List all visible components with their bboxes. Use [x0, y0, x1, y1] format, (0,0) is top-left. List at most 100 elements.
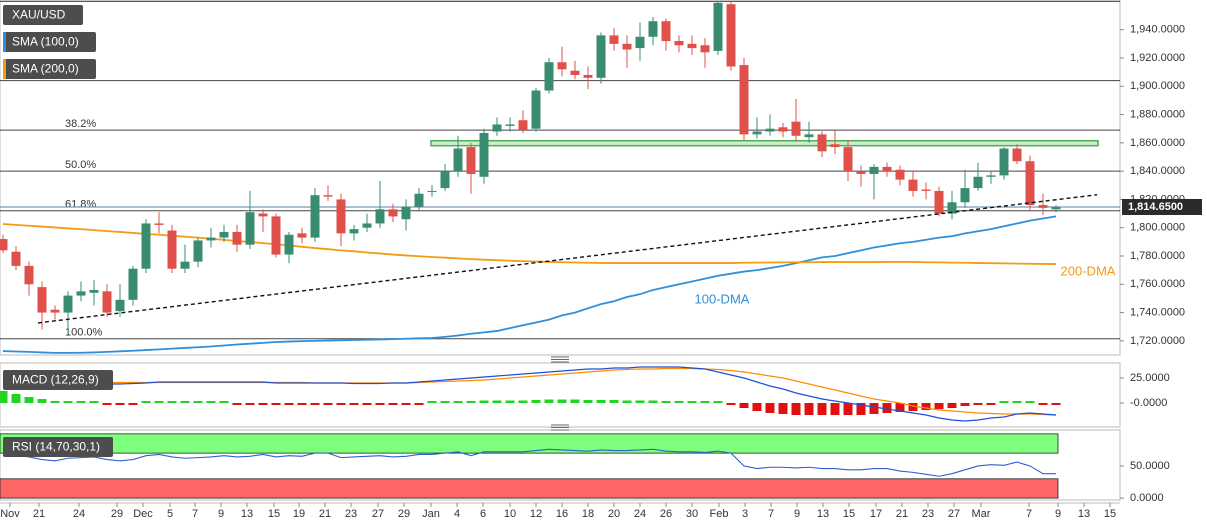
histogram-bar — [791, 403, 801, 415]
series-annotation: 200-DMA — [1061, 263, 1116, 278]
histogram-bar — [414, 403, 424, 405]
candle-body — [583, 74, 593, 78]
legend-swatch — [3, 32, 6, 52]
x-tick-label: 7 — [1026, 508, 1032, 520]
candle-body — [947, 202, 957, 214]
x-tick-label: 23 — [345, 508, 357, 520]
candle-body — [921, 189, 931, 191]
support-zone — [430, 139, 1099, 147]
histogram-bar — [856, 403, 866, 415]
moving-average-line — [2, 215, 1057, 354]
candle-body — [128, 268, 138, 300]
candle-body — [414, 193, 424, 207]
histogram-bar — [440, 401, 450, 403]
histogram-bar — [999, 401, 1009, 403]
histogram-bar — [63, 401, 73, 403]
x-tick-label: 13 — [817, 508, 829, 520]
x-tick-label: 18 — [582, 508, 594, 520]
histogram-bar — [674, 401, 684, 403]
candle-body — [908, 179, 918, 191]
candle-body — [11, 251, 21, 266]
y-tick-label: 1,720.0000 — [1130, 335, 1185, 347]
histogram-bar — [11, 394, 21, 403]
candle-body — [1012, 148, 1022, 162]
x-tick-label: Mar — [972, 508, 991, 520]
legend-label: SMA (100,0) — [12, 35, 79, 49]
candle-body — [830, 144, 840, 148]
candle-body — [401, 206, 411, 220]
histogram-bar — [154, 401, 164, 403]
x-tick-label: 7 — [768, 508, 774, 520]
histogram-bar — [206, 401, 216, 403]
candle-body — [895, 169, 905, 180]
x-tick-label: 15 — [843, 508, 855, 520]
candle-body — [479, 132, 489, 177]
candle-body — [37, 287, 47, 313]
legend-box — [3, 370, 113, 390]
candle-body — [960, 188, 970, 203]
histogram-bar — [531, 400, 541, 403]
candle-body — [180, 261, 190, 269]
histogram-bar — [466, 401, 476, 403]
legend-box — [3, 5, 83, 25]
legend-box — [3, 32, 96, 52]
histogram-bar — [258, 403, 268, 405]
x-tick-label: 17 — [870, 508, 882, 520]
x-tick-label: 9 — [794, 508, 800, 520]
candle-body — [791, 121, 801, 136]
y-tick-label: 1,860.0000 — [1130, 137, 1185, 149]
histogram-bar — [128, 403, 138, 405]
histogram-bar — [453, 401, 463, 403]
histogram-bar — [908, 403, 918, 411]
histogram-bar — [869, 403, 879, 414]
candle-body — [739, 65, 749, 135]
histogram-bar — [934, 403, 944, 409]
histogram-bar — [635, 400, 645, 403]
histogram-bar — [570, 399, 580, 403]
candle-body — [817, 134, 827, 152]
histogram-bar — [765, 403, 775, 413]
y-tick-label: 1,760.0000 — [1130, 278, 1185, 290]
candle-body — [141, 223, 151, 269]
candle-body — [76, 291, 86, 296]
histogram-bar — [245, 403, 255, 405]
candle-body — [50, 309, 60, 313]
x-tick-label: 27 — [372, 508, 384, 520]
moving-average-line — [2, 223, 1057, 265]
legend-swatch — [3, 59, 6, 79]
rsi-band — [0, 478, 1059, 499]
candle-body — [882, 166, 892, 172]
x-tick-label: 24 — [634, 508, 646, 520]
x-tick-label: 7 — [192, 508, 198, 520]
y-tick-label: 1,920.0000 — [1130, 52, 1185, 64]
candle-body — [518, 120, 528, 131]
x-tick-label: Jan — [422, 508, 440, 520]
rsi-line — [2, 448, 1056, 477]
candle-body — [336, 199, 346, 234]
histogram-bar — [271, 403, 281, 405]
histogram-bar — [843, 403, 853, 415]
histogram-bar — [89, 401, 99, 403]
histogram-bar — [1012, 401, 1022, 403]
candle-body — [245, 212, 255, 245]
panel-handle[interactable] — [551, 356, 569, 363]
candle-body — [1051, 206, 1061, 210]
x-tick-label: 15 — [1104, 508, 1116, 520]
candle-body — [934, 190, 944, 214]
candle-body — [531, 90, 541, 129]
x-tick-label: Feb — [710, 508, 729, 520]
x-tick-label: 13 — [1078, 508, 1090, 520]
y-tick-label: 1,900.0000 — [1130, 80, 1185, 92]
y-tick-label: 1,940.0000 — [1130, 24, 1185, 36]
histogram-bar — [557, 399, 567, 403]
candle-body — [973, 176, 983, 189]
y-tick-label: 1,800.0000 — [1130, 222, 1185, 234]
candle-body — [700, 45, 710, 53]
candle-body — [323, 195, 333, 197]
panel-handle[interactable] — [551, 424, 569, 431]
x-tick-label: 29 — [398, 508, 410, 520]
candle-body — [674, 41, 684, 46]
histogram-bar — [310, 403, 320, 405]
candle-body — [752, 131, 762, 135]
candle-body — [557, 62, 567, 70]
